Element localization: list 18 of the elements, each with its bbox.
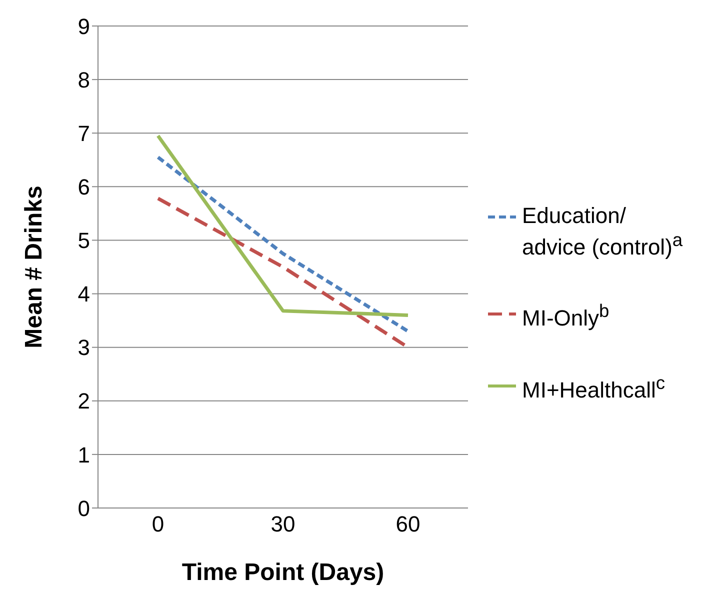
y-tick-label: 0 (78, 496, 90, 521)
y-tick-label: 2 (78, 388, 90, 414)
x-tick-label: 30 (270, 512, 296, 537)
legend-label: MI+Healthcall$^{c}$ (522, 372, 666, 403)
x-tick-label: 60 (396, 512, 420, 537)
y-tick-label: 3 (78, 335, 90, 360)
legend-label: Education/ advice (control)$^{a}$ (522, 203, 684, 260)
y-tick-label: 1 (78, 442, 90, 468)
y-tick-label: 4 (78, 282, 90, 307)
y-tick-label: 5 (78, 228, 90, 254)
x-axis-title: Time Point (Days) (182, 559, 384, 586)
y-tick-label: 9 (78, 14, 90, 39)
y-tick-label: 6 (78, 174, 90, 200)
legend-label: MI-Only$^{b}$ (522, 300, 610, 332)
y-tick-label: 8 (78, 67, 90, 92)
x-tick-label: 0 (152, 512, 164, 537)
y-tick-label: 7 (78, 120, 90, 146)
y-axis-title: Mean # Drinks (20, 186, 48, 348)
